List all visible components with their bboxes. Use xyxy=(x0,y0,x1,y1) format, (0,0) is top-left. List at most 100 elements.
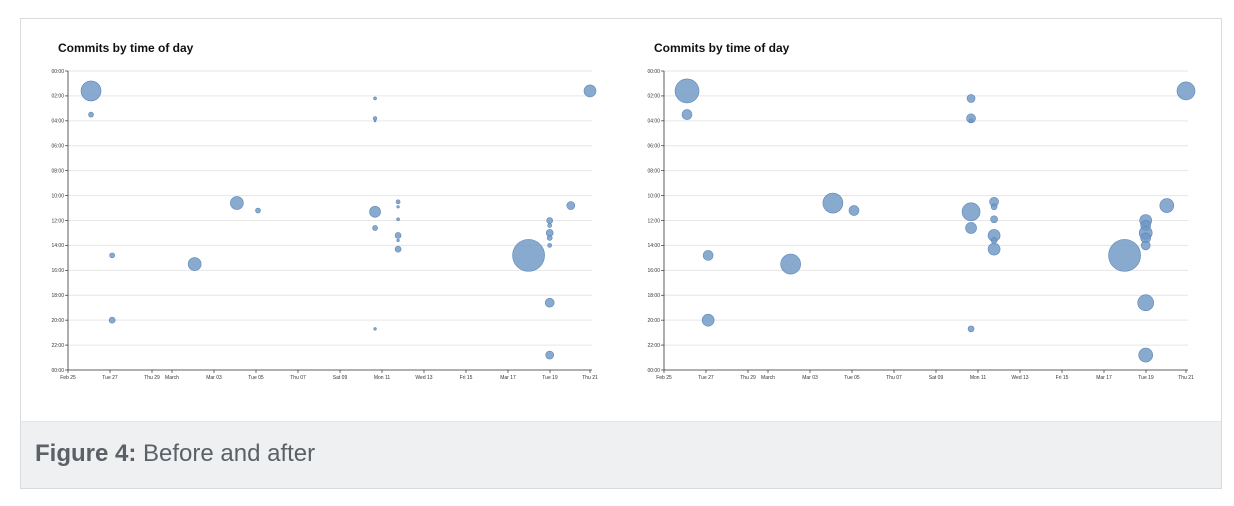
commit-bubble[interactable] xyxy=(394,232,402,239)
commit-bubble[interactable] xyxy=(546,235,553,241)
commit-bubble[interactable] xyxy=(566,201,576,210)
commit-bubble[interactable] xyxy=(512,239,545,272)
x-tick-label: Feb 25 xyxy=(60,375,76,381)
commit-bubble[interactable] xyxy=(1108,239,1141,272)
commit-bubble[interactable] xyxy=(1140,240,1151,251)
commit-bubble[interactable] xyxy=(547,223,552,228)
commit-bubble[interactable] xyxy=(373,96,377,101)
figure: Commits by time of day 00:00 02:00 04:00 06:… xyxy=(20,18,1222,489)
x-tick-label: Tue 19 xyxy=(542,375,558,381)
x-tick-label: Tue 27 xyxy=(698,375,714,381)
y-tick-label: 08:00 xyxy=(647,168,660,174)
y-tick-label: 02:00 xyxy=(647,94,660,100)
x-tick-label: Mar 17 xyxy=(1096,375,1112,381)
y-tick-label: 10:00 xyxy=(647,193,660,199)
y-tick-label: 14:00 xyxy=(51,243,64,249)
commit-bubble[interactable] xyxy=(848,205,860,216)
commit-bubble[interactable] xyxy=(109,252,115,259)
y-tick-label: 16:00 xyxy=(647,268,660,274)
commit-bubble[interactable] xyxy=(681,109,693,120)
commit-bubble[interactable] xyxy=(674,78,700,104)
y-tick-label: 12:00 xyxy=(647,218,660,224)
x-tick-label: Feb 25 xyxy=(656,375,672,381)
commit-bubble[interactable] xyxy=(369,205,381,218)
x-tick-label: Wed 13 xyxy=(415,375,432,381)
x-tick-label: Mar 17 xyxy=(500,375,516,381)
chart-title: Commits by time of day xyxy=(58,41,194,55)
x-tick-label: Mar 03 xyxy=(206,375,222,381)
commit-bubble[interactable] xyxy=(990,203,998,211)
commit-bubble[interactable] xyxy=(990,237,998,244)
figure-caption: Figure 4: Before and after xyxy=(21,421,1221,488)
commit-bubble[interactable] xyxy=(108,316,116,324)
commit-bubble[interactable] xyxy=(396,217,400,222)
commit-bubble[interactable] xyxy=(230,196,244,210)
commit-bubble[interactable] xyxy=(396,205,400,209)
x-tick-label: March xyxy=(165,375,179,381)
x-tick-label: Thu 29 xyxy=(144,375,160,381)
y-tick-label: 00:00 xyxy=(51,368,64,374)
commit-bubble[interactable] xyxy=(966,94,976,103)
commit-bubble[interactable] xyxy=(394,245,402,253)
y-tick-label: 14:00 xyxy=(647,243,660,249)
commit-bubble[interactable] xyxy=(965,222,977,234)
commit-bubble[interactable] xyxy=(702,250,714,261)
commit-bubble[interactable] xyxy=(583,84,597,98)
x-tick-label: Fri 15 xyxy=(1056,375,1069,381)
commit-bubble[interactable] xyxy=(701,313,715,327)
commit-bubble[interactable] xyxy=(1176,81,1196,101)
y-tick-label: 04:00 xyxy=(647,119,660,125)
y-tick-label: 04:00 xyxy=(51,119,64,125)
chart-before: Commits by time of day 00:00 02:00 04:00 06:… xyxy=(51,41,598,381)
commit-bubble[interactable] xyxy=(822,192,844,214)
x-tick-label: Thu 07 xyxy=(886,375,902,381)
y-tick-label: 02:00 xyxy=(51,94,64,100)
commit-bubble[interactable] xyxy=(961,202,981,222)
y-tick-label: 12:00 xyxy=(51,218,64,224)
commit-bubble[interactable] xyxy=(1137,294,1154,312)
commit-bubble[interactable] xyxy=(187,257,202,271)
y-tick-label: 16:00 xyxy=(51,268,64,274)
commit-bubble[interactable] xyxy=(967,325,975,333)
x-tick-label: Tue 05 xyxy=(844,375,860,381)
y-tick-label: 10:00 xyxy=(51,193,64,199)
x-tick-label: Wed 13 xyxy=(1011,375,1028,381)
caption-text: Figure 4: Before and after xyxy=(35,440,315,468)
x-tick-label: Thu 21 xyxy=(582,375,598,381)
x-tick-label: Thu 07 xyxy=(290,375,306,381)
commit-bubble[interactable] xyxy=(396,238,400,243)
commit-bubble[interactable] xyxy=(780,253,801,275)
x-tick-label: Sat 09 xyxy=(333,375,348,381)
commit-bubble[interactable] xyxy=(88,111,94,118)
commit-bubble[interactable] xyxy=(546,217,553,224)
commit-bubble[interactable] xyxy=(395,199,401,205)
y-tick-label: 18:00 xyxy=(51,293,64,299)
y-tick-label: 22:00 xyxy=(647,343,660,349)
x-tick-label: Mon 11 xyxy=(970,375,987,381)
caption-label: Figure 4: xyxy=(35,440,137,467)
commit-bubble[interactable] xyxy=(1138,347,1153,363)
commit-bubble[interactable] xyxy=(255,207,261,214)
commit-bubble[interactable] xyxy=(545,350,554,360)
y-tick-label: 18:00 xyxy=(647,293,660,299)
x-tick-label: Mar 03 xyxy=(802,375,818,381)
y-tick-label: 22:00 xyxy=(51,343,64,349)
commit-bubble[interactable] xyxy=(544,297,555,308)
commit-bubble[interactable] xyxy=(990,215,998,224)
commit-bubble[interactable] xyxy=(1159,198,1175,213)
commit-bubble[interactable] xyxy=(373,119,377,123)
y-tick-label: 06:00 xyxy=(51,144,64,150)
y-tick-label: 00:00 xyxy=(647,69,660,75)
y-tick-label: 06:00 xyxy=(647,144,660,150)
chart-after: Commits by time of day 00:00 02:00 04:00 06:… xyxy=(647,41,1196,381)
x-tick-label: Fri 15 xyxy=(460,375,473,381)
commit-bubble[interactable] xyxy=(80,80,102,102)
y-tick-label: 00:00 xyxy=(51,69,64,75)
x-tick-label: Thu 29 xyxy=(740,375,756,381)
x-tick-label: Tue 27 xyxy=(102,375,118,381)
commit-bubble[interactable] xyxy=(987,242,1001,256)
commit-bubble[interactable] xyxy=(372,225,378,231)
commit-bubble[interactable] xyxy=(547,243,552,248)
commit-bubble[interactable] xyxy=(968,118,974,124)
commit-bubble[interactable] xyxy=(373,327,377,331)
